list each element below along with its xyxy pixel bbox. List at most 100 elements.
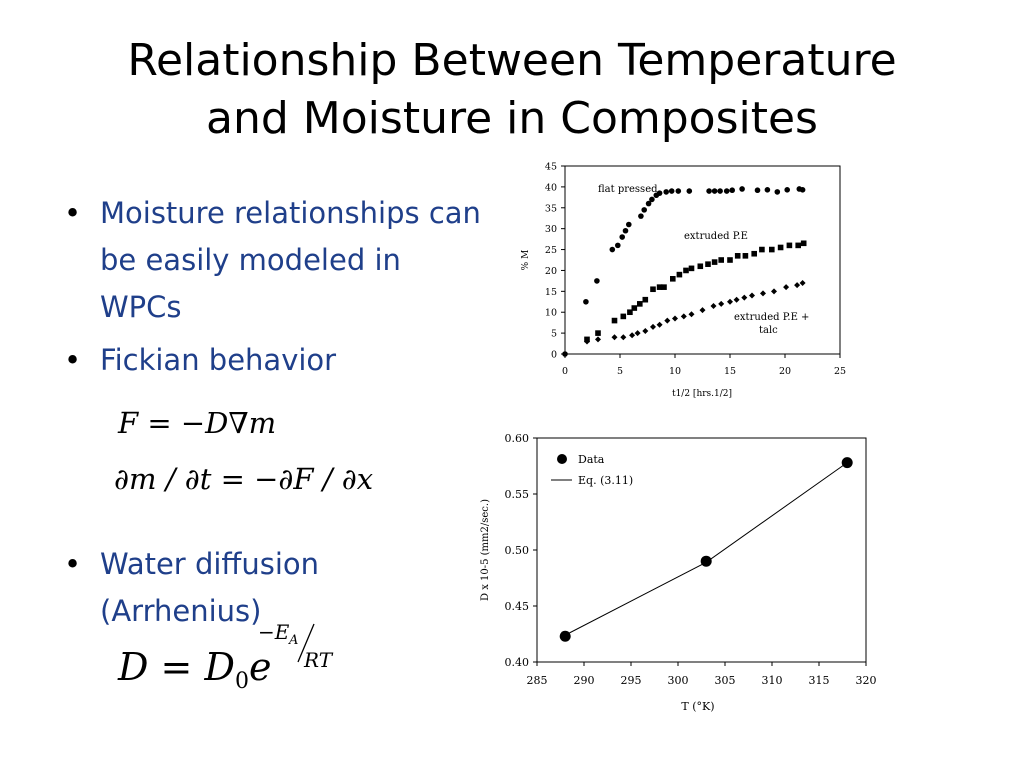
chart1-point-extruded-p-e-talc — [664, 317, 671, 324]
chart2-legend: Data Eq. (3.11) — [551, 453, 633, 487]
chart1-point-extruded-p-e — [786, 242, 793, 249]
chart1-point-extruded-p-e — [631, 305, 638, 311]
chart1-point-extruded-p-e-talc — [727, 298, 733, 305]
chart1-annotation-extruded-pe-talc-2: talc — [759, 325, 778, 336]
chart1-point-flat-pressed — [645, 200, 652, 207]
chart1-point-extruded-p-e — [697, 263, 704, 270]
chart1-point-flat-pressed — [723, 188, 730, 194]
chart1-point-flat-pressed — [619, 234, 625, 240]
chart1-point-extruded-p-e — [800, 240, 807, 247]
chart2-xtick-label: 305 — [715, 674, 736, 687]
chart1-point-extruded-p-e — [734, 253, 741, 259]
slide-title-line2: and Moisture in Composites — [206, 93, 818, 144]
chart2-data-point — [559, 630, 571, 642]
chart1-annotation-flat-pressed: flat pressed — [598, 184, 658, 195]
chart1-point-extruded-p-e — [650, 286, 656, 293]
chart1-ytick-label: 10 — [545, 308, 557, 319]
arrhenius-fraction-slash — [297, 623, 315, 663]
slide-title-line1: Relationship Between Temperature — [127, 35, 897, 86]
chart1-xtick-label: 20 — [779, 366, 791, 377]
chart1-point-extruded-p-e — [727, 257, 733, 263]
chart1-point-extruded-p-e — [656, 284, 663, 290]
chart1-point-flat-pressed — [656, 190, 663, 196]
chart2-xtick-label: 300 — [668, 674, 689, 687]
chart1-point-flat-pressed — [638, 213, 644, 219]
chart1-point-extruded-p-e-talc — [650, 323, 656, 330]
chart1-annotation-extruded-pe-talc-1: extruded P.E + — [734, 312, 809, 323]
chart1-point-flat-pressed — [717, 188, 723, 194]
chart1-point-extruded-p-e — [795, 242, 801, 249]
chart1-point-extruded-p-e — [595, 330, 601, 336]
bullet-list: Moisture relationships can be easily mod… — [62, 190, 482, 635]
chart1-point-flat-pressed — [739, 186, 745, 192]
chart2-xlabel: T (°K) — [681, 700, 714, 713]
chart1-point-flat-pressed — [754, 187, 761, 194]
diffusion-temperature-chart: 0.40 0.45 0.50 0.55 0.60 285 290 295 300 305 310 3… — [480, 432, 877, 713]
chart1-plot-frame — [564, 165, 841, 355]
chart2-ytick-label: 0.55 — [505, 488, 530, 501]
chart1-point-flat-pressed — [706, 188, 712, 194]
chart1-point-extruded-p-e-talc — [656, 321, 663, 328]
chart1-point-extruded-p-e — [676, 271, 683, 278]
chart1-point-extruded-p-e-talc — [611, 334, 618, 341]
chart1-point-extruded-p-e-talc — [595, 336, 601, 343]
chart1-point-extruded-p-e — [642, 296, 649, 303]
chart1-point-extruded-p-e — [670, 276, 676, 282]
chart1-point-extruded-p-e-talc — [783, 284, 790, 291]
chart1-point-flat-pressed — [622, 227, 629, 234]
chart2-xtick-label: 315 — [809, 674, 830, 687]
moisture-absorption-chart: 0 5 10 15 20 25 30 35 40 45 0 5 10 15 20 25 flat press… — [521, 162, 846, 400]
arrhenius-base: D = D — [118, 645, 235, 689]
arrhenius-exponent-numerator: −E — [258, 620, 290, 644]
chart1-ytick-label: 15 — [545, 287, 557, 298]
chart1-ytick-label: 20 — [545, 266, 557, 277]
chart2-xtick-label: 290 — [574, 674, 595, 687]
chart1-point-extruded-p-e — [637, 301, 643, 307]
chart1-point-extruded-p-e — [759, 246, 765, 253]
chart1-xtick-label: 5 — [617, 366, 623, 377]
chart1-xtick-label: 25 — [834, 366, 846, 377]
chart1-point-flat-pressed — [583, 298, 589, 305]
chart1-point-flat-pressed — [686, 188, 693, 194]
bullet-moisture-modeling: Moisture relationships can be easily mod… — [62, 190, 482, 331]
chart1-point-extruded-p-e — [683, 267, 689, 274]
chart1-point-extruded-p-e-talc — [710, 302, 717, 309]
chart1-point-extruded-p-e-talc — [760, 290, 766, 297]
arrhenius-exponent-denominator: RT — [304, 648, 333, 672]
chart2-data-point — [700, 555, 712, 567]
chart1-point-flat-pressed — [562, 351, 568, 357]
chart2-ytick-label: 0.60 — [505, 432, 530, 445]
chart2-ytick-label: 0.45 — [505, 600, 530, 613]
chart1-point-extruded-p-e-talc — [718, 300, 725, 307]
chart1-xtick-label: 0 — [562, 366, 568, 377]
chart2-xtick-label: 285 — [527, 674, 548, 687]
chart1-point-extruded-p-e — [620, 313, 627, 320]
chart2-legend-eq-label: Eq. (3.11) — [578, 474, 633, 487]
fick-second-law-equation: ∂m / ∂t = −∂F / ∂x — [114, 462, 374, 496]
chart1-point-extruded-p-e-talc — [771, 288, 777, 295]
arrhenius-equation: D = D0e — [118, 645, 271, 694]
chart1-point-flat-pressed — [774, 189, 781, 195]
bullet-water-diffusion: Water diffusion (Arrhenius) — [62, 541, 482, 635]
arrhenius-e: e — [248, 645, 272, 689]
chart1-point-extruded-p-e — [705, 261, 711, 267]
chart1-point-extruded-p-e — [718, 257, 724, 263]
chart1-point-extruded-p-e-talc — [672, 315, 678, 322]
chart1-point-extruded-p-e — [611, 317, 618, 324]
chart1-xtick-label: 15 — [724, 366, 736, 377]
chart2-data-point — [841, 457, 853, 469]
chart1-point-extruded-p-e-talc — [688, 311, 695, 318]
chart2-xtick-label: 320 — [856, 674, 877, 687]
chart1-point-flat-pressed — [711, 188, 718, 194]
chart1-point-flat-pressed — [675, 188, 682, 194]
chart1-point-extruded-p-e-talc — [584, 338, 590, 345]
chart1-point-flat-pressed — [764, 187, 771, 193]
chart2-xtick-label: 295 — [621, 674, 642, 687]
chart1-point-extruded-p-e — [661, 284, 667, 290]
chart1-point-extruded-p-e-talc — [799, 279, 806, 286]
chart1-point-extruded-p-e-talc — [620, 334, 627, 341]
chart1-xlabel: t1/2 [hrs.1/2] — [672, 389, 732, 399]
chart2-ytick-label: 0.40 — [505, 656, 530, 669]
chart2-legend-data-marker — [557, 454, 567, 464]
slide-title: Relationship Between Temperature and Moi… — [0, 32, 1024, 148]
